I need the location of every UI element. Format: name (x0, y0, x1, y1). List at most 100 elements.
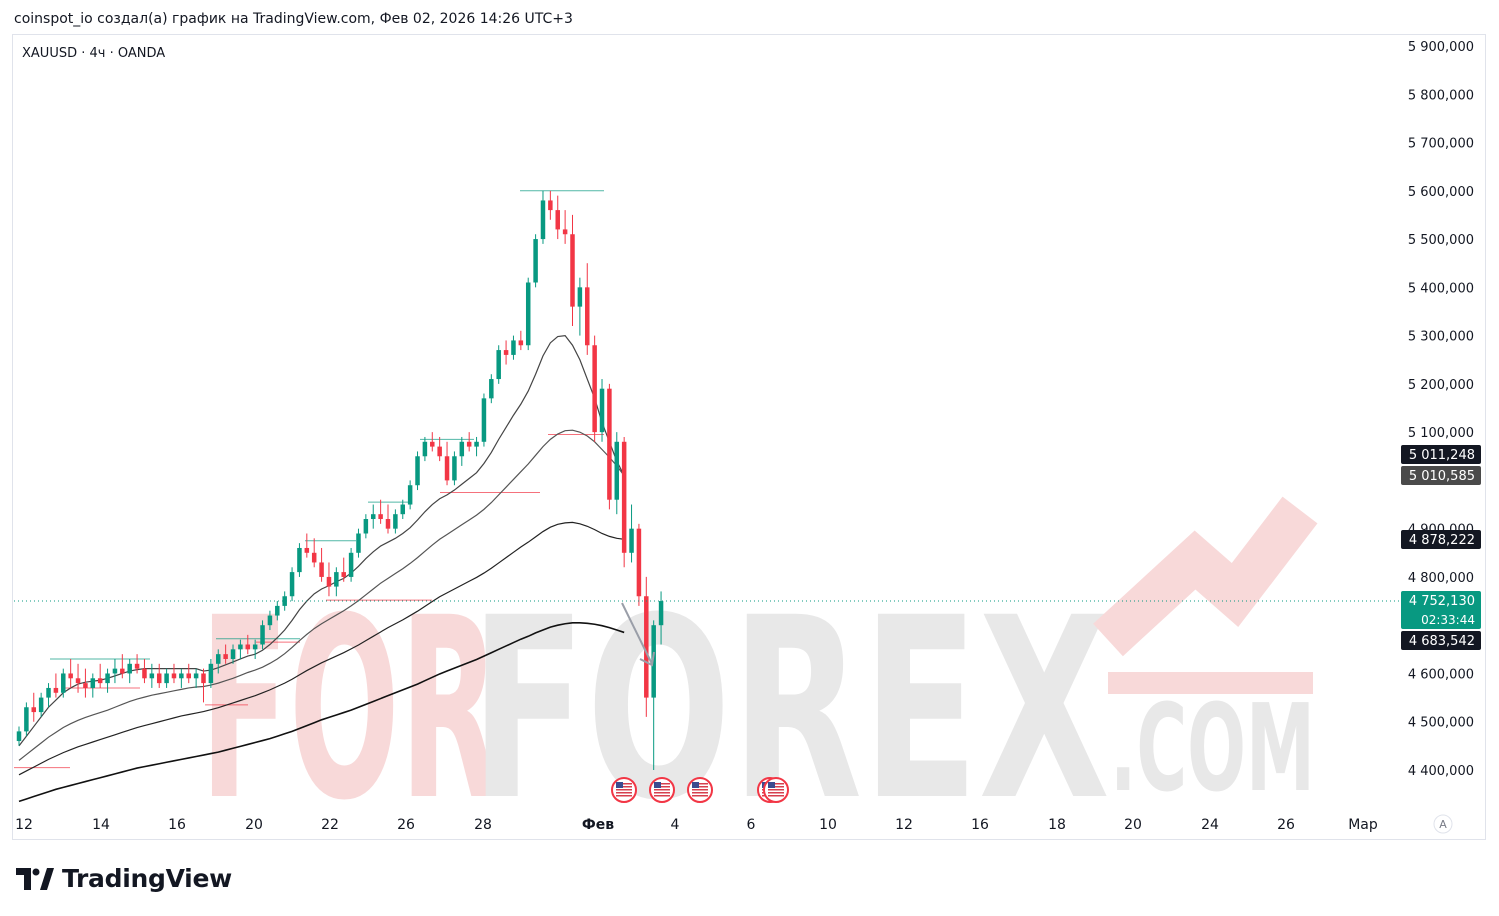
time-tick-label: 12 (15, 817, 33, 833)
price-tick-label: 4 600,000 (1408, 667, 1474, 682)
time-tick-label: 24 (1201, 817, 1219, 833)
candle (629, 504, 634, 563)
price-badge: 5 011,248 (1401, 445, 1481, 464)
candle (658, 591, 664, 645)
candle (518, 330, 524, 351)
candle (193, 668, 199, 688)
candle (592, 335, 597, 442)
time-tick-label: 14 (92, 817, 110, 833)
projection-arrow-icon[interactable] (621, 602, 655, 667)
candle (216, 649, 221, 674)
price-tick-label: 5 100,000 (1408, 426, 1474, 441)
price-tick-label: 5 500,000 (1408, 233, 1474, 248)
time-tick-label: 12 (895, 817, 913, 833)
candle (644, 576, 649, 717)
candle (533, 234, 538, 288)
candle (31, 692, 37, 722)
candles (16, 190, 664, 770)
time-tick-label: 26 (1277, 817, 1295, 833)
price-tick-label: 4 500,000 (1408, 716, 1474, 731)
candle (311, 538, 317, 568)
candle (134, 654, 140, 674)
candle (400, 499, 406, 520)
symbol-label[interactable]: XAUUSD · 4ч · OANDA (22, 46, 166, 61)
candle (75, 663, 81, 693)
candle (444, 441, 450, 486)
candle (120, 654, 125, 679)
candle (201, 668, 206, 703)
candle (319, 547, 324, 582)
candle (61, 668, 66, 698)
candle (149, 663, 155, 688)
candle (252, 639, 258, 659)
price-badge: 4 683,542 (1401, 631, 1481, 650)
price-tick-label: 4 400,000 (1408, 764, 1474, 779)
candle (171, 663, 177, 684)
price-badge: 4 752,130 02:33:44 (1401, 591, 1481, 629)
candle (348, 547, 354, 582)
candle (142, 658, 147, 684)
price-tick-label: 5 900,000 (1408, 40, 1474, 55)
watermark-text-com: .COM (1110, 680, 1315, 819)
candle (356, 528, 361, 558)
moving-average-line (18, 334, 625, 747)
watermark-text-forex: FOREX (470, 564, 1110, 855)
candle (599, 379, 605, 442)
candle (341, 557, 346, 582)
candle (260, 620, 265, 650)
candle (607, 383, 612, 510)
price-axis[interactable]: 5 900,000 5 800,000 5 700,000 5 600,000 5 50… (1408, 40, 1474, 779)
price-badge: 5 010,585 (1401, 466, 1481, 485)
candle (156, 663, 162, 688)
tradingview-logo[interactable]: TradingView (16, 864, 232, 893)
candle (503, 340, 509, 365)
candle (496, 345, 501, 384)
candle (208, 658, 214, 688)
candle (466, 432, 472, 452)
time-tick-label: 28 (474, 817, 492, 833)
time-tick-label: Мар (1348, 817, 1378, 833)
time-tick-label: 26 (397, 817, 415, 833)
candle (422, 436, 428, 462)
price-tick-label: 4 800,000 (1408, 571, 1474, 586)
candle (112, 658, 118, 684)
candle (238, 639, 243, 659)
price-tick-label: 5 800,000 (1408, 88, 1474, 103)
candle (621, 436, 627, 568)
candle (223, 644, 228, 664)
time-tick-label: Фев (582, 817, 614, 833)
time-axis[interactable]: 12 14 16 20 22 26 28 Фев 4 6 10 12 16 18 20 24 26 Мар (15, 817, 1378, 833)
tradingview-logo-text: TradingView (62, 864, 232, 893)
candle (289, 567, 295, 602)
candle (562, 210, 568, 244)
price-badge-value: 5 010,585 (1409, 469, 1475, 484)
candle (164, 668, 169, 688)
candle (179, 668, 184, 688)
candle (38, 692, 44, 717)
candle (68, 658, 73, 688)
price-badge: 4 878,222 (1401, 530, 1481, 549)
candle (24, 702, 29, 737)
auto-scale-label: A (1439, 818, 1447, 831)
attribution-text: coinspot_io создал(а) график на TradingV… (14, 11, 573, 27)
time-tick-label: 6 (747, 817, 756, 833)
auto-scale-button[interactable]: A (1433, 814, 1453, 834)
candle (525, 277, 531, 351)
candle (407, 480, 413, 510)
price-badge-countdown: 02:33:44 (1421, 613, 1475, 627)
candle (282, 591, 287, 611)
candle (304, 533, 310, 558)
candle (363, 514, 369, 539)
us-flag-icon (687, 777, 713, 803)
candle (459, 436, 465, 466)
economic-event-flags[interactable] (611, 777, 789, 803)
candle (230, 644, 236, 664)
candle (415, 451, 420, 491)
candle (267, 610, 273, 631)
moving-average-lines (18, 334, 625, 803)
candle (245, 634, 251, 655)
moving-average-line (18, 621, 625, 803)
time-tick-label: 16 (971, 817, 989, 833)
candle (275, 601, 280, 621)
